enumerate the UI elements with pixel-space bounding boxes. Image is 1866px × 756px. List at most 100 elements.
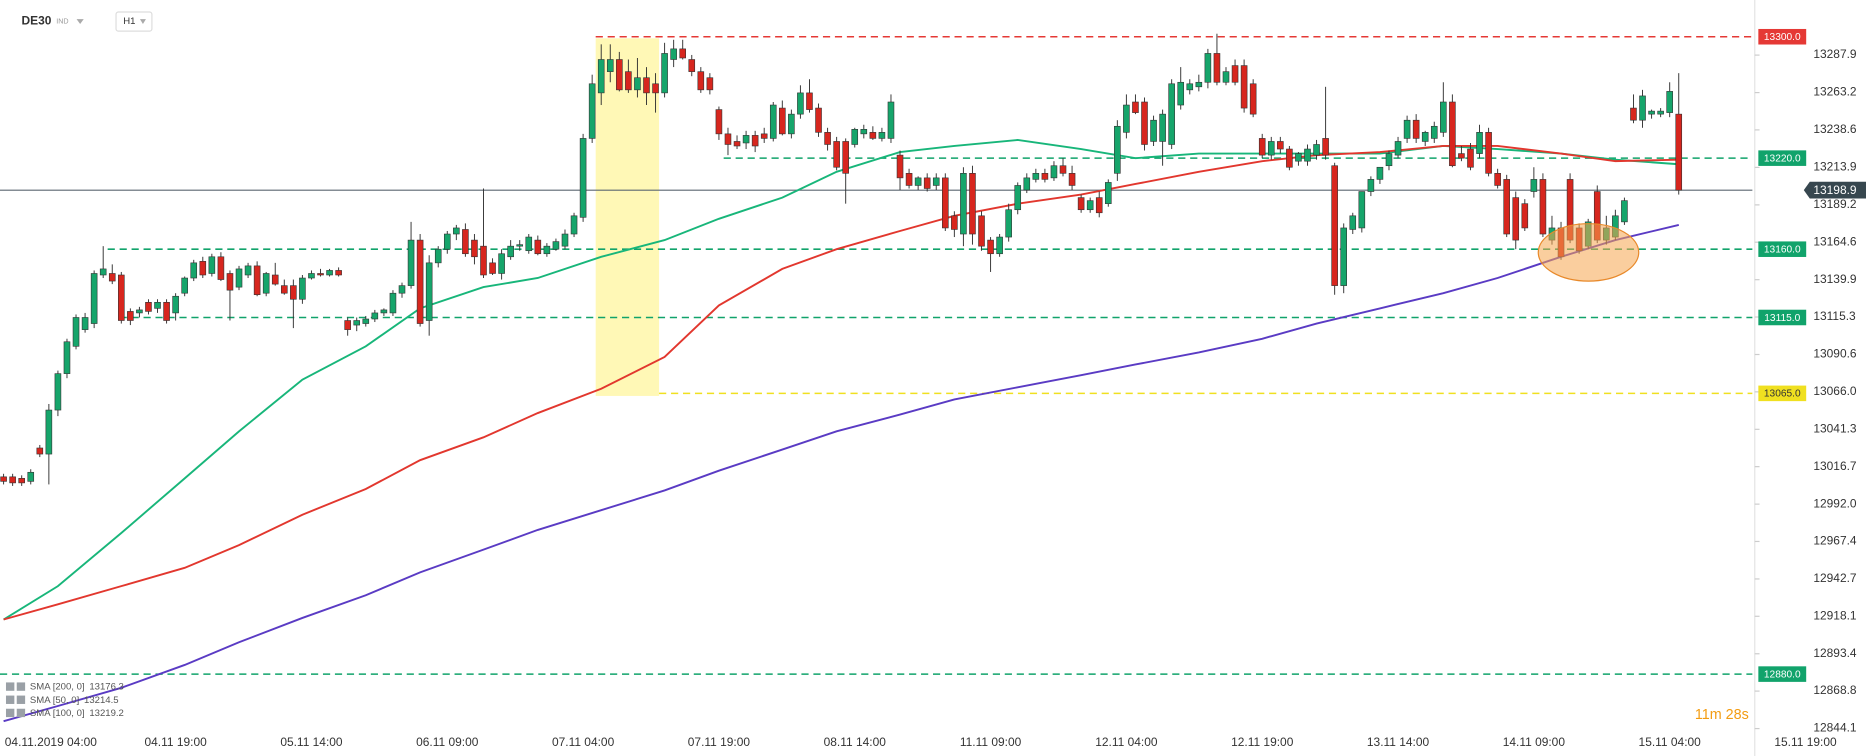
candle-body <box>1675 113 1683 191</box>
candle-body <box>0 476 7 482</box>
candle-body <box>371 312 379 320</box>
candle-body <box>1304 148 1311 162</box>
candle-body <box>606 59 614 72</box>
candle-body <box>45 409 53 455</box>
candle-body <box>290 285 297 300</box>
candle-body <box>878 132 886 139</box>
y-tick-label: 13164.6 <box>1813 234 1857 248</box>
candle-body <box>1240 65 1248 109</box>
plot-layer <box>0 33 1753 723</box>
candle-body <box>833 141 840 168</box>
candle-body <box>217 256 225 280</box>
candle-body <box>1286 148 1293 168</box>
candle-body <box>552 241 560 250</box>
candle-body <box>1213 53 1221 83</box>
candle-body <box>1086 200 1094 211</box>
legend-icon <box>5 695 15 704</box>
level-label: 12880.0 <box>1764 669 1801 680</box>
y-tick-label: 13016.7 <box>1813 459 1857 473</box>
candle-body <box>1059 165 1067 174</box>
candle-body <box>769 104 777 139</box>
candle-body <box>81 317 89 330</box>
market: IND <box>56 17 68 25</box>
candle-body <box>742 135 750 144</box>
candle-body <box>27 471 35 482</box>
candle-body <box>1621 200 1628 223</box>
candle-body <box>588 83 596 139</box>
candle-body <box>1222 71 1230 83</box>
candle-body <box>724 133 732 145</box>
candle-body <box>643 77 650 94</box>
candle-body <box>1258 138 1266 156</box>
legend-name: SMA [200, 0] <box>30 681 85 692</box>
candle-body <box>1322 138 1329 156</box>
candle-body <box>625 71 632 91</box>
interval[interactable]: H1 <box>123 16 135 27</box>
candle-body <box>99 268 107 276</box>
candle-body <box>779 107 786 135</box>
candle-body <box>996 236 1003 255</box>
candle-body <box>335 270 342 276</box>
legend-name: SMA [100, 0] <box>30 707 85 718</box>
candle-body <box>326 270 333 276</box>
candle-body <box>344 320 351 330</box>
candle-body <box>1639 95 1646 121</box>
candle-body <box>1376 166 1384 180</box>
y-tick-label: 12844.1 <box>1813 721 1857 735</box>
candle-body <box>887 101 895 139</box>
candle-body <box>987 239 994 255</box>
candle-body <box>914 177 922 186</box>
candle-body <box>1032 173 1040 180</box>
y-tick-label: 13238.6 <box>1813 122 1857 136</box>
candle-body <box>688 59 696 72</box>
x-tick-label: 07.11 19:00 <box>688 735 751 749</box>
candle-body <box>1485 132 1492 174</box>
candle-body <box>443 233 451 250</box>
interval-box[interactable] <box>115 11 153 32</box>
candle-body <box>1358 191 1366 229</box>
candle-body <box>661 53 668 94</box>
candle-body <box>905 173 913 186</box>
x-tick-label: 08.11 14:00 <box>824 735 887 749</box>
candle-body <box>679 48 686 59</box>
background-layer <box>595 38 660 396</box>
candle-body <box>1014 185 1022 211</box>
candle-body <box>824 132 831 145</box>
candle-body <box>1277 141 1284 150</box>
candle-body <box>652 83 659 94</box>
candle-body <box>1095 197 1103 214</box>
candle-body <box>1150 119 1157 142</box>
x-tick-label: 04.11 19:00 <box>144 735 207 749</box>
dropdown-arrow[interactable] <box>139 19 146 24</box>
candle-body <box>54 373 62 411</box>
x-tick-label: 05.11 14:00 <box>280 735 343 749</box>
level-label-box <box>1758 309 1807 326</box>
legend-name: SMA [50, 0] <box>30 694 79 705</box>
highlight-ellipse <box>1537 223 1640 282</box>
candle-body <box>1141 101 1148 145</box>
legend-entry: SMA [50, 0] 13214.5 <box>30 694 119 705</box>
candle-body <box>942 177 949 229</box>
y-tick-label: 12992.0 <box>1813 496 1857 510</box>
candle-body <box>72 317 80 347</box>
candle-body <box>1467 148 1474 168</box>
candle-body <box>579 138 587 218</box>
candle-body <box>616 59 623 91</box>
candle-body <box>570 215 578 235</box>
candle-body <box>425 262 433 321</box>
candle-body <box>471 239 478 258</box>
candle-body <box>1005 209 1012 238</box>
candle-body <box>1023 177 1031 191</box>
candle-body <box>1494 173 1501 186</box>
legend-icon <box>16 708 26 718</box>
y-tick-label: 13213.9 <box>1813 160 1857 174</box>
legend-icon <box>16 695 26 704</box>
candle-body <box>1458 153 1465 159</box>
candle-body <box>362 318 370 324</box>
candle-body <box>127 311 134 321</box>
sma-line <box>3 223 1680 723</box>
level-label-box <box>1758 385 1807 402</box>
y-tick-label: 13263.2 <box>1813 85 1857 99</box>
dropdown-arrow[interactable] <box>76 19 84 24</box>
candle-body <box>760 133 768 139</box>
